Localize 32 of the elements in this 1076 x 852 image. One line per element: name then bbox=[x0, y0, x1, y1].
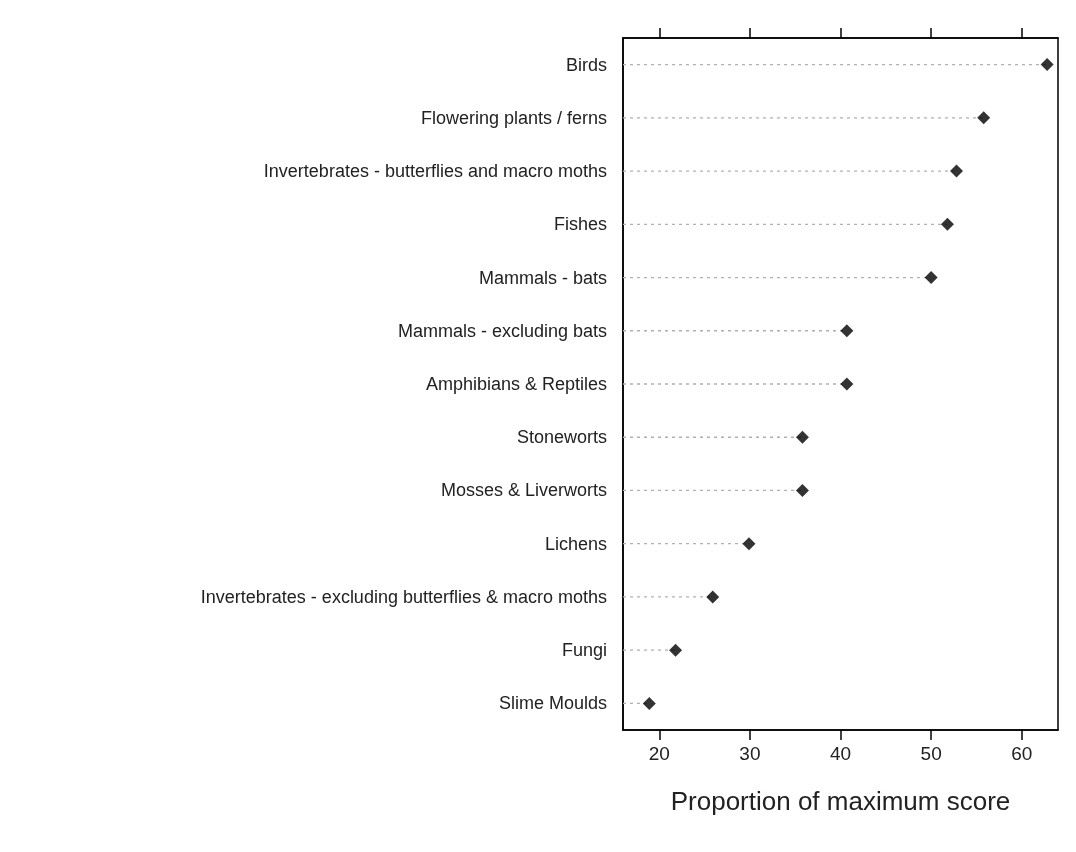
point bbox=[742, 537, 756, 551]
x-tick-label: 40 bbox=[829, 743, 852, 764]
y-tick-label: Fishes bbox=[553, 214, 607, 235]
point bbox=[977, 111, 991, 125]
x-tick-label: 30 bbox=[739, 743, 761, 764]
y-tick-label: Amphibians & Reptiles bbox=[425, 374, 607, 394]
y-tick-label: Stoneworts bbox=[516, 427, 607, 448]
x-tick-label: 60 bbox=[1011, 743, 1033, 764]
point bbox=[950, 164, 963, 178]
point bbox=[795, 430, 809, 444]
y-tick-label: Birds bbox=[565, 54, 607, 75]
y-tick-label: Mammals - excluding bats bbox=[397, 320, 607, 341]
y-tick-label: Fungi bbox=[561, 640, 607, 661]
x-axis-title: Proportion of maximum score bbox=[670, 786, 1011, 816]
point bbox=[940, 217, 954, 231]
y-tick-label: Lichens bbox=[544, 533, 607, 554]
y-tick-label: Invertebrates - excluding butterflies & macro moths bbox=[200, 586, 607, 607]
y-tick-label: Invertebrates - butterflies and macro moths bbox=[263, 161, 607, 182]
point bbox=[840, 377, 854, 391]
y-tick-label: Slime Moulds bbox=[498, 693, 607, 714]
y-tick-label: Mosses & Liverworts bbox=[440, 480, 607, 501]
x-tick-label: 50 bbox=[920, 743, 942, 764]
x-tick-label: 20 bbox=[648, 743, 670, 764]
y-tick-label: Mammals - bats bbox=[478, 267, 607, 288]
point bbox=[1040, 58, 1054, 72]
point bbox=[669, 643, 683, 657]
point bbox=[706, 590, 720, 604]
point bbox=[924, 271, 938, 285]
point bbox=[642, 696, 656, 710]
point bbox=[840, 324, 854, 338]
y-tick-label: Flowering plants / ferns bbox=[420, 107, 607, 128]
point bbox=[795, 483, 809, 497]
